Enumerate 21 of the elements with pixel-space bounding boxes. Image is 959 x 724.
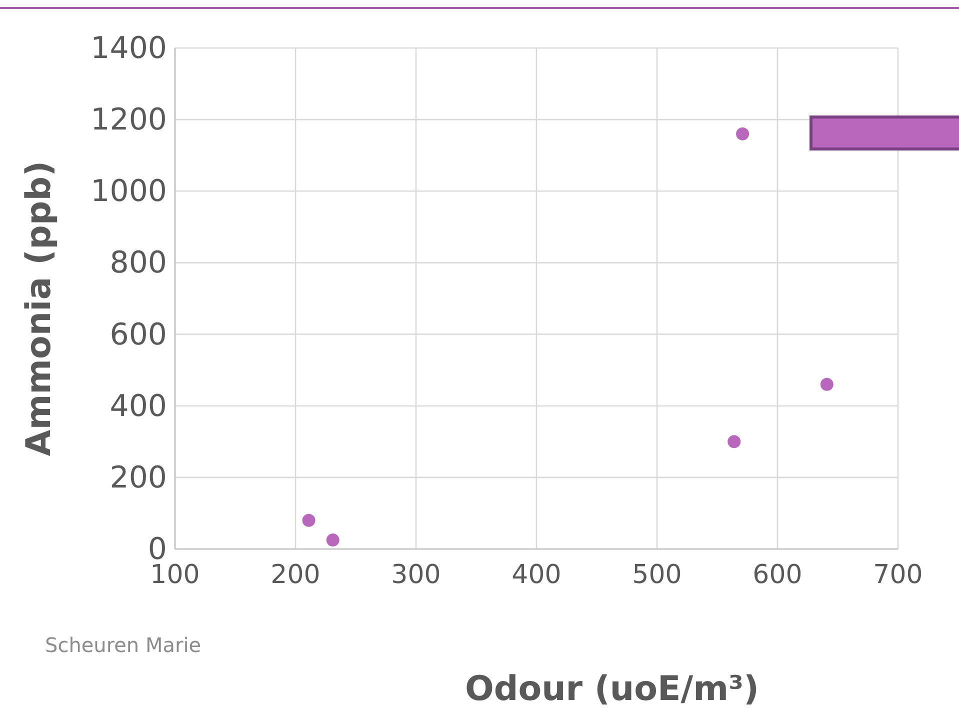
- point: [820, 378, 834, 391]
- x-tick-label: 600: [752, 560, 802, 590]
- y-tick-label: 1000: [90, 174, 167, 210]
- y-tick-label: 800: [110, 246, 167, 281]
- y-tick-label: 1200: [90, 102, 167, 138]
- y-axis-title: Ammonia (ppb): [19, 160, 59, 456]
- x-axis-title: Odour (uoE/m³): [464, 669, 760, 709]
- y-tick-label: 600: [110, 317, 167, 352]
- x-tick-label: 400: [512, 560, 562, 590]
- point: [326, 534, 340, 547]
- y-tick-label: 1400: [90, 31, 167, 66]
- text: Scheuren Marie: [45, 633, 202, 657]
- point: [302, 514, 316, 527]
- point: [728, 435, 741, 448]
- x-tick-label: 300: [391, 560, 441, 590]
- x-tick-label: 500: [632, 560, 682, 590]
- y-tick-label: 400: [110, 388, 167, 424]
- y-tick-label: 200: [110, 460, 167, 496]
- point: [736, 127, 750, 140]
- x-tick-label: 700: [873, 560, 923, 590]
- x-tick-label: 200: [270, 560, 320, 590]
